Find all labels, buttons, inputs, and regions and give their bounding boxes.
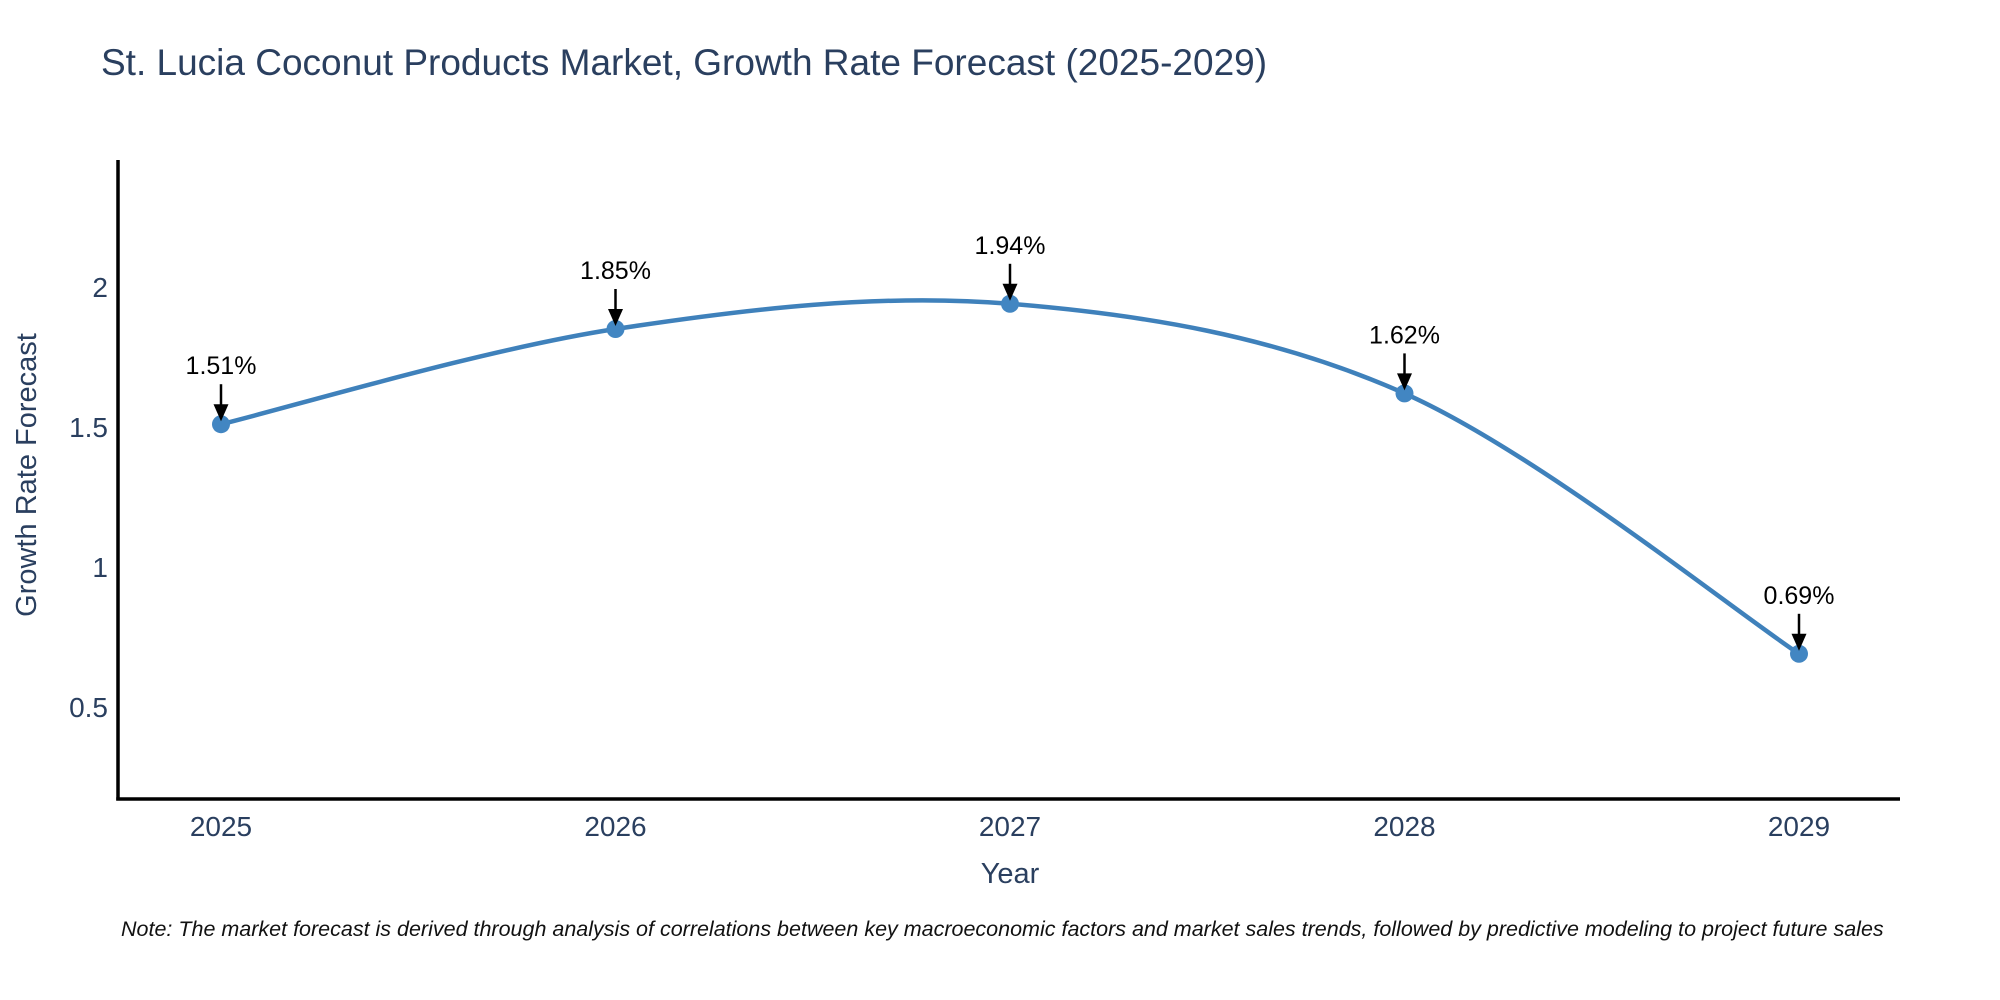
annotation-arrowhead-icon [1002,283,1018,301]
data-point-marker[interactable] [1790,644,1808,663]
chart-title: St. Lucia Coconut Products Market, Growt… [101,42,1268,83]
annotation-arrowhead-icon [1791,633,1807,651]
point-annotation: 1.62% [1369,321,1440,391]
point-annotation-label: 1.62% [1369,321,1440,349]
point-annotations: 1.51% 1.85% 1.94% 1.62% 0.69% [186,232,1835,651]
data-point-marker[interactable] [1001,294,1019,313]
data-points [212,294,1808,663]
point-annotation-label: 1.85% [580,257,651,285]
x-tick-label: 2027 [979,811,1041,842]
x-tick-label: 2026 [584,811,646,842]
x-tick-labels: 2025 2026 2027 2028 2029 [190,811,1830,842]
x-tick-label: 2029 [1768,811,1830,842]
point-annotation-label: 1.94% [975,232,1046,260]
point-annotation: 1.85% [580,257,651,326]
data-point-marker[interactable] [1395,384,1414,403]
y-tick-label: 0.5 [69,692,108,723]
annotation-arrowhead-icon [1397,373,1412,391]
x-axis-title: Year [981,858,1040,890]
footnote: Note: The market forecast is derived thr… [121,917,1884,941]
forecast-line [218,298,1802,657]
x-tick-label: 2028 [1373,811,1435,842]
y-axis-title: Growth Rate Forecast [11,333,43,617]
y-tick-label: 2 [92,272,108,303]
y-tick-label: 1 [92,552,108,583]
data-point-marker[interactable] [212,415,230,434]
point-annotation: 1.51% [186,352,257,422]
data-point-marker[interactable] [606,320,625,338]
axes [116,160,1900,801]
annotation-arrowhead-icon [608,309,623,326]
point-annotation: 1.94% [975,232,1046,301]
y-tick-label: 1.5 [69,412,108,443]
annotation-arrowhead-icon [213,404,229,422]
point-annotation: 0.69% [1764,582,1835,651]
x-tick-label: 2025 [190,811,252,842]
y-tick-labels: 0.5 1 1.5 2 [69,272,108,723]
point-annotation-label: 1.51% [186,352,257,380]
point-annotation-label: 0.69% [1764,582,1835,610]
